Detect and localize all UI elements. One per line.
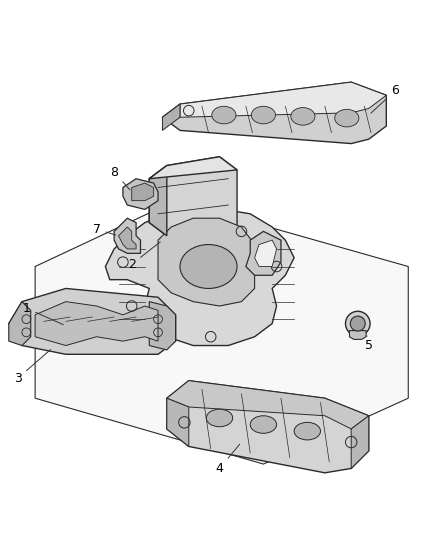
Ellipse shape xyxy=(212,106,236,124)
Polygon shape xyxy=(162,82,385,143)
Text: 3: 3 xyxy=(14,350,50,385)
Text: 1: 1 xyxy=(22,302,63,325)
Polygon shape xyxy=(123,179,158,209)
Ellipse shape xyxy=(290,108,314,125)
Polygon shape xyxy=(35,200,407,464)
Ellipse shape xyxy=(250,416,276,433)
Ellipse shape xyxy=(206,409,232,427)
Polygon shape xyxy=(105,209,293,345)
Polygon shape xyxy=(166,381,368,429)
Polygon shape xyxy=(245,231,280,275)
Text: 7: 7 xyxy=(92,223,116,236)
Polygon shape xyxy=(131,183,153,200)
Ellipse shape xyxy=(293,422,320,440)
Ellipse shape xyxy=(180,245,237,288)
Polygon shape xyxy=(349,330,365,340)
Polygon shape xyxy=(149,302,175,350)
Polygon shape xyxy=(149,157,237,179)
Text: 4: 4 xyxy=(215,444,239,475)
Ellipse shape xyxy=(334,109,358,127)
Polygon shape xyxy=(149,157,237,245)
Text: 5: 5 xyxy=(364,336,372,352)
Polygon shape xyxy=(114,218,140,253)
Polygon shape xyxy=(9,302,31,345)
Polygon shape xyxy=(118,227,136,249)
Polygon shape xyxy=(180,82,385,117)
Polygon shape xyxy=(254,240,276,266)
Text: 2: 2 xyxy=(127,242,160,271)
Polygon shape xyxy=(9,288,175,354)
Polygon shape xyxy=(158,218,254,306)
Polygon shape xyxy=(149,166,166,236)
Text: 6: 6 xyxy=(370,84,398,113)
Polygon shape xyxy=(350,416,368,469)
Polygon shape xyxy=(166,381,368,473)
Polygon shape xyxy=(35,302,158,345)
Circle shape xyxy=(350,316,364,331)
Text: 8: 8 xyxy=(110,166,130,190)
Polygon shape xyxy=(166,398,188,447)
Polygon shape xyxy=(162,104,180,131)
Ellipse shape xyxy=(251,106,275,124)
Circle shape xyxy=(345,311,369,336)
